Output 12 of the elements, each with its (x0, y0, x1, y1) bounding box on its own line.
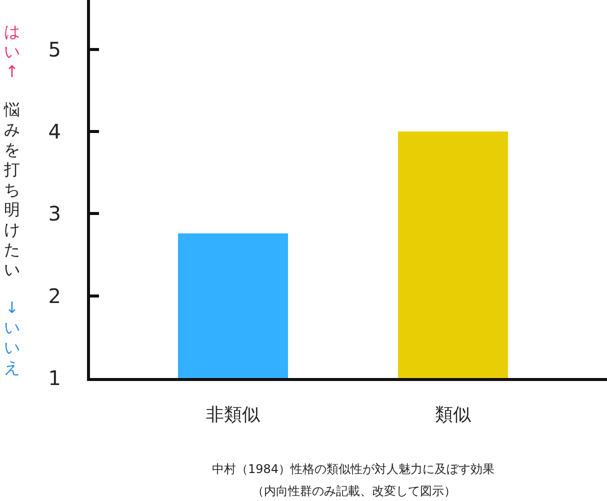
y-tick-label: 3 (48, 202, 61, 226)
text: ↓いいえ (3, 298, 21, 378)
y-tick-label: 4 (48, 119, 61, 144)
text: （内向性群のみ記載、改変して図示） (252, 484, 456, 498)
text: はい↑ (3, 22, 21, 82)
y-tick-label: 5 (48, 37, 61, 62)
text: 悩みを打ち明けたい (4, 100, 20, 279)
y-tick-label: 1 (48, 366, 61, 390)
x-tick-label: 非類似 (206, 404, 260, 426)
text: 中村（1984）性格の類似性が対人魅力に及ぼす効果 (212, 462, 495, 476)
y-tick-label: 2 (48, 284, 61, 308)
x-tick-label: 類似 (435, 404, 471, 426)
